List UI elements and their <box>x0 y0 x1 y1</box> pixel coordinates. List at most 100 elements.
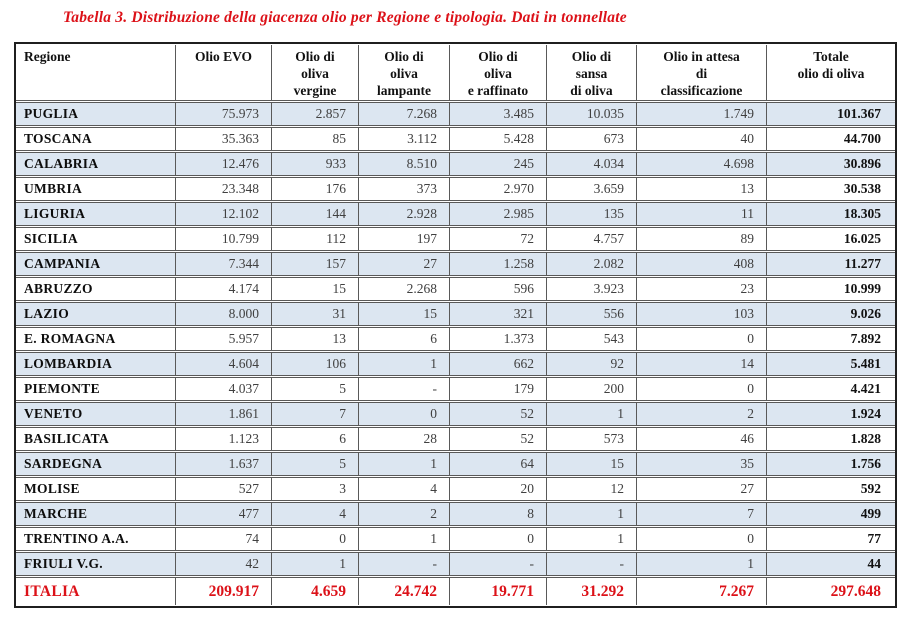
table-row-lazio: LAZIO 8.000 31 15 321 556 103 9.026 <box>16 302 895 326</box>
value-cell: 0 <box>359 402 450 426</box>
value-cell: 543 <box>547 327 637 351</box>
region-cell: ABRUZZO <box>16 277 176 301</box>
value-cell: 0 <box>450 527 547 551</box>
table-row-umbria: UMBRIA 23.348 176 373 2.970 3.659 13 30.538 <box>16 177 895 201</box>
totale-cell: 101.367 <box>767 102 895 126</box>
column-header-line: vergine <box>293 83 337 98</box>
column-header-line: oliva <box>390 66 418 81</box>
column-header-line: Olio in attesa <box>663 49 740 64</box>
table-body: PUGLIA 75.973 2.857 7.268 3.485 10.035 1.749 10… <box>16 102 895 605</box>
value-cell: 8.510 <box>359 152 450 176</box>
totale-cell: 499 <box>767 502 895 526</box>
value-cell: 3.659 <box>547 177 637 201</box>
value-cell: 85 <box>272 127 359 151</box>
value-cell: 15 <box>547 452 637 476</box>
giacenza-table: Regione Olio EVO Olio di oliva vergine Olio d… <box>16 44 895 606</box>
value-cell: 15 <box>272 277 359 301</box>
value-cell: 1.749 <box>637 102 767 126</box>
value-cell: - <box>359 552 450 576</box>
region-cell: CAMPANIA <box>16 252 176 276</box>
value-cell: 0 <box>272 527 359 551</box>
totale-cell: 11.277 <box>767 252 895 276</box>
totale-cell: 44.700 <box>767 127 895 151</box>
value-cell: 31 <box>272 302 359 326</box>
value-cell: 477 <box>176 502 272 526</box>
value-cell: 106 <box>272 352 359 376</box>
value-cell: 179 <box>450 377 547 401</box>
value-cell: 4.659 <box>272 577 359 605</box>
column-header-line: Olio EVO <box>194 49 253 64</box>
value-cell: 2.928 <box>359 202 450 226</box>
value-cell: 12.102 <box>176 202 272 226</box>
table-row-abruzzo: ABRUZZO 4.174 15 2.268 596 3.923 23 10.999 <box>16 277 895 301</box>
column-header-attesa-classificazione: Olio in attesa di classificazione <box>637 45 767 101</box>
region-cell: PUGLIA <box>16 102 176 126</box>
value-cell: 35 <box>637 452 767 476</box>
column-header-line: olio di oliva <box>797 66 865 81</box>
value-cell: 8.000 <box>176 302 272 326</box>
column-header-line: Regione <box>24 49 71 64</box>
column-header-oliva-raffinato: Olio di oliva e raffinato <box>450 45 547 101</box>
totale-cell: 9.026 <box>767 302 895 326</box>
totale-cell: 30.896 <box>767 152 895 176</box>
value-cell: 0 <box>637 327 767 351</box>
region-cell: LOMBARDIA <box>16 352 176 376</box>
table-row-sicilia: SICILIA 10.799 112 197 72 4.757 89 16.025 <box>16 227 895 251</box>
value-cell: 2 <box>359 502 450 526</box>
value-cell: 3.485 <box>450 102 547 126</box>
value-cell: 19.771 <box>450 577 547 605</box>
region-cell: TOSCANA <box>16 127 176 151</box>
column-header-oliva-lampante: Olio di oliva lampante <box>359 45 450 101</box>
value-cell: 408 <box>637 252 767 276</box>
value-cell: 27 <box>359 252 450 276</box>
value-cell: 1.123 <box>176 427 272 451</box>
value-cell: 7 <box>272 402 359 426</box>
value-cell: 1 <box>272 552 359 576</box>
value-cell: 42 <box>176 552 272 576</box>
table-row-marche: MARCHE 477 4 2 8 1 7 499 <box>16 502 895 526</box>
value-cell: 89 <box>637 227 767 251</box>
value-cell: 35.363 <box>176 127 272 151</box>
value-cell: 14 <box>637 352 767 376</box>
table-frame: Regione Olio EVO Olio di oliva vergine Olio d… <box>14 42 897 608</box>
table-row-veneto: VENETO 1.861 7 0 52 1 2 1.924 <box>16 402 895 426</box>
value-cell: 144 <box>272 202 359 226</box>
value-cell: 573 <box>547 427 637 451</box>
table-row-toscana: TOSCANA 35.363 85 3.112 5.428 673 40 44.700 <box>16 127 895 151</box>
value-cell: 1 <box>547 402 637 426</box>
value-cell: 23 <box>637 277 767 301</box>
column-header-line: Totale <box>813 49 849 64</box>
value-cell: 46 <box>637 427 767 451</box>
totale-cell: 297.648 <box>767 577 895 605</box>
value-cell: 10.035 <box>547 102 637 126</box>
value-cell: 23.348 <box>176 177 272 201</box>
value-cell: 209.917 <box>176 577 272 605</box>
value-cell: 92 <box>547 352 637 376</box>
value-cell: 4.604 <box>176 352 272 376</box>
value-cell: 527 <box>176 477 272 501</box>
value-cell: 157 <box>272 252 359 276</box>
value-cell: 2.268 <box>359 277 450 301</box>
value-cell: 596 <box>450 277 547 301</box>
table-row-calabria: CALABRIA 12.476 933 8.510 245 4.034 4.698 30.89… <box>16 152 895 176</box>
value-cell: 0 <box>637 527 767 551</box>
value-cell: 7 <box>637 502 767 526</box>
region-cell: MOLISE <box>16 477 176 501</box>
value-cell: 2.857 <box>272 102 359 126</box>
table-row-lombardia: LOMBARDIA 4.604 106 1 662 92 14 5.481 <box>16 352 895 376</box>
column-header-line: Olio di <box>478 49 518 64</box>
table-row-liguria: LIGURIA 12.102 144 2.928 2.985 135 11 18.305 <box>16 202 895 226</box>
value-cell: 1 <box>547 527 637 551</box>
value-cell: 4 <box>272 502 359 526</box>
totale-cell: 1.756 <box>767 452 895 476</box>
region-cell: FRIULI V.G. <box>16 552 176 576</box>
column-header-line: Olio di <box>384 49 424 64</box>
totale-cell: 4.421 <box>767 377 895 401</box>
value-cell: 5.428 <box>450 127 547 151</box>
column-header-sansa-di-oliva: Olio di sansa di oliva <box>547 45 637 101</box>
value-cell: 12.476 <box>176 152 272 176</box>
value-cell: 197 <box>359 227 450 251</box>
value-cell: 28 <box>359 427 450 451</box>
value-cell: 7.344 <box>176 252 272 276</box>
value-cell: 40 <box>637 127 767 151</box>
